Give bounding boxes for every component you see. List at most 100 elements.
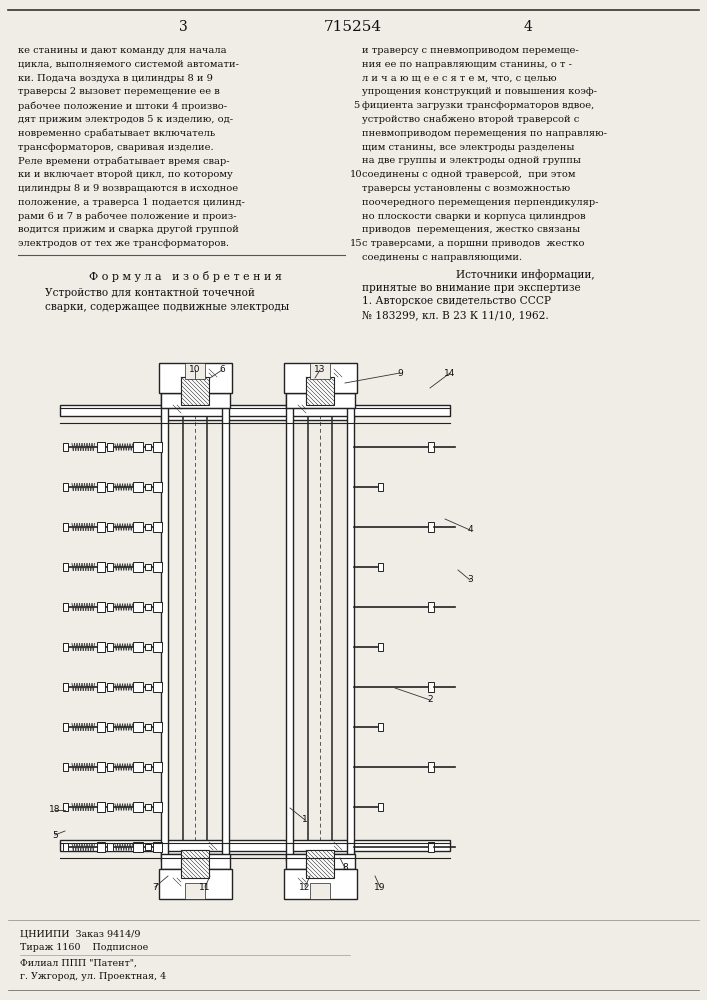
Bar xyxy=(153,562,162,572)
Bar xyxy=(428,522,434,532)
Text: сварки, содержащее подвижные электроды: сварки, содержащее подвижные электроды xyxy=(45,302,289,312)
Bar xyxy=(145,644,151,650)
Text: 1. Авторское свидетельство СССР: 1. Авторское свидетельство СССР xyxy=(362,296,551,306)
Bar xyxy=(97,682,105,692)
Bar xyxy=(145,804,151,810)
Text: водится прижим и сварка другой группой: водится прижим и сварка другой группой xyxy=(18,225,239,234)
Bar xyxy=(63,803,68,811)
Bar xyxy=(97,642,105,652)
Bar xyxy=(153,642,162,652)
Text: 12: 12 xyxy=(299,882,310,892)
Text: с траверсами, а поршни приводов  жестко: с траверсами, а поршни приводов жестко xyxy=(362,239,585,248)
Bar xyxy=(284,869,357,899)
Bar xyxy=(159,869,232,899)
Text: положение, а траверса 1 подается цилинд-: положение, а траверса 1 подается цилинд- xyxy=(18,198,245,207)
Text: но плоскости сварки и корпуса цилиндров: но плоскости сварки и корпуса цилиндров xyxy=(362,212,585,221)
Bar xyxy=(378,723,383,731)
Bar xyxy=(97,482,105,492)
Bar xyxy=(107,563,113,571)
Text: Тираж 1160    Подписное: Тираж 1160 Подписное xyxy=(20,943,148,952)
Text: 715254: 715254 xyxy=(324,20,382,34)
Bar xyxy=(63,443,68,451)
Text: ке станины и дают команду для начала: ке станины и дают команду для начала xyxy=(18,46,227,55)
Bar xyxy=(145,764,151,770)
Bar xyxy=(185,363,205,379)
Bar xyxy=(286,393,293,861)
Bar xyxy=(153,762,162,772)
Bar xyxy=(153,722,162,732)
Bar xyxy=(63,523,68,531)
Bar xyxy=(133,802,143,812)
Bar xyxy=(286,393,355,408)
Text: 6: 6 xyxy=(219,365,225,374)
Bar xyxy=(133,482,143,492)
Bar xyxy=(63,603,68,611)
Text: траверсы 2 вызовет перемещение ее в: траверсы 2 вызовет перемещение ее в xyxy=(18,87,220,96)
Bar xyxy=(428,762,434,772)
Text: 14: 14 xyxy=(444,368,456,377)
Bar xyxy=(133,762,143,772)
Bar xyxy=(97,522,105,532)
Text: 1: 1 xyxy=(302,816,308,824)
Text: цилиндры 8 и 9 возвращаются в исходное: цилиндры 8 и 9 возвращаются в исходное xyxy=(18,184,238,193)
Text: дят прижим электродов 5 к изделию, од-: дят прижим электродов 5 к изделию, од- xyxy=(18,115,233,124)
Bar xyxy=(145,684,151,690)
Bar xyxy=(284,363,357,393)
Bar xyxy=(145,444,151,450)
Text: Ф о р м у л а   и з о б р е т е н и я: Ф о р м у л а и з о б р е т е н и я xyxy=(88,271,281,282)
Bar xyxy=(222,393,229,861)
Bar xyxy=(97,842,105,852)
Bar xyxy=(306,850,334,878)
Text: 19: 19 xyxy=(374,882,386,892)
Text: цикла, выполняемого системой автомати-: цикла, выполняемого системой автомати- xyxy=(18,60,239,69)
Bar xyxy=(97,722,105,732)
Bar xyxy=(107,443,113,451)
Text: 4: 4 xyxy=(524,20,532,34)
Bar xyxy=(428,602,434,612)
Text: соединены с направляющими.: соединены с направляющими. xyxy=(362,253,522,262)
Text: ния ее по направляющим станины, о т -: ния ее по направляющим станины, о т - xyxy=(362,60,572,69)
Text: траверсы установлены с возможностью: траверсы установлены с возможностью xyxy=(362,184,571,193)
Bar xyxy=(145,524,151,530)
Text: Источники информации,: Источники информации, xyxy=(456,269,595,280)
Text: 11: 11 xyxy=(199,882,211,892)
Bar xyxy=(286,854,355,869)
Bar xyxy=(378,643,383,651)
Text: на две группы и электроды одной группы: на две группы и электроды одной группы xyxy=(362,156,581,165)
Bar xyxy=(107,523,113,531)
Text: Устройство для контактной точечной: Устройство для контактной точечной xyxy=(45,288,255,298)
Text: электродов от тех же трансформаторов.: электродов от тех же трансформаторов. xyxy=(18,239,229,248)
Text: поочередного перемещения перпендикуляр-: поочередного перемещения перпендикуляр- xyxy=(362,198,599,207)
Bar xyxy=(63,723,68,731)
Bar xyxy=(378,483,383,491)
Text: щим станины, все электроды разделены: щим станины, все электроды разделены xyxy=(362,143,574,152)
Text: Реле времени отрабатывает время свар-: Реле времени отрабатывает время свар- xyxy=(18,156,230,166)
Text: 5: 5 xyxy=(52,830,58,840)
Bar xyxy=(159,363,232,393)
Bar xyxy=(161,393,168,861)
Text: приводов  перемещения, жестко связаны: приводов перемещения, жестко связаны xyxy=(362,225,580,234)
Bar xyxy=(181,377,209,405)
Bar xyxy=(63,563,68,571)
Text: 10: 10 xyxy=(189,365,201,374)
Bar xyxy=(153,802,162,812)
Bar xyxy=(97,562,105,572)
Bar xyxy=(145,844,151,850)
Bar xyxy=(133,722,143,732)
Bar xyxy=(133,642,143,652)
Text: ЦНИИПИ  Заказ 9414/9: ЦНИИПИ Заказ 9414/9 xyxy=(20,930,141,939)
Bar xyxy=(107,483,113,491)
Text: новременно срабатывает включатель: новременно срабатывает включатель xyxy=(18,129,215,138)
Bar xyxy=(133,682,143,692)
Text: 3: 3 xyxy=(467,576,473,584)
Bar xyxy=(97,442,105,452)
Bar xyxy=(97,762,105,772)
Bar xyxy=(378,563,383,571)
Bar xyxy=(107,603,113,611)
Text: 2: 2 xyxy=(427,696,433,704)
Bar xyxy=(107,843,113,851)
Bar xyxy=(63,483,68,491)
Text: 8: 8 xyxy=(342,863,348,872)
Bar xyxy=(107,763,113,771)
Bar xyxy=(306,377,334,405)
